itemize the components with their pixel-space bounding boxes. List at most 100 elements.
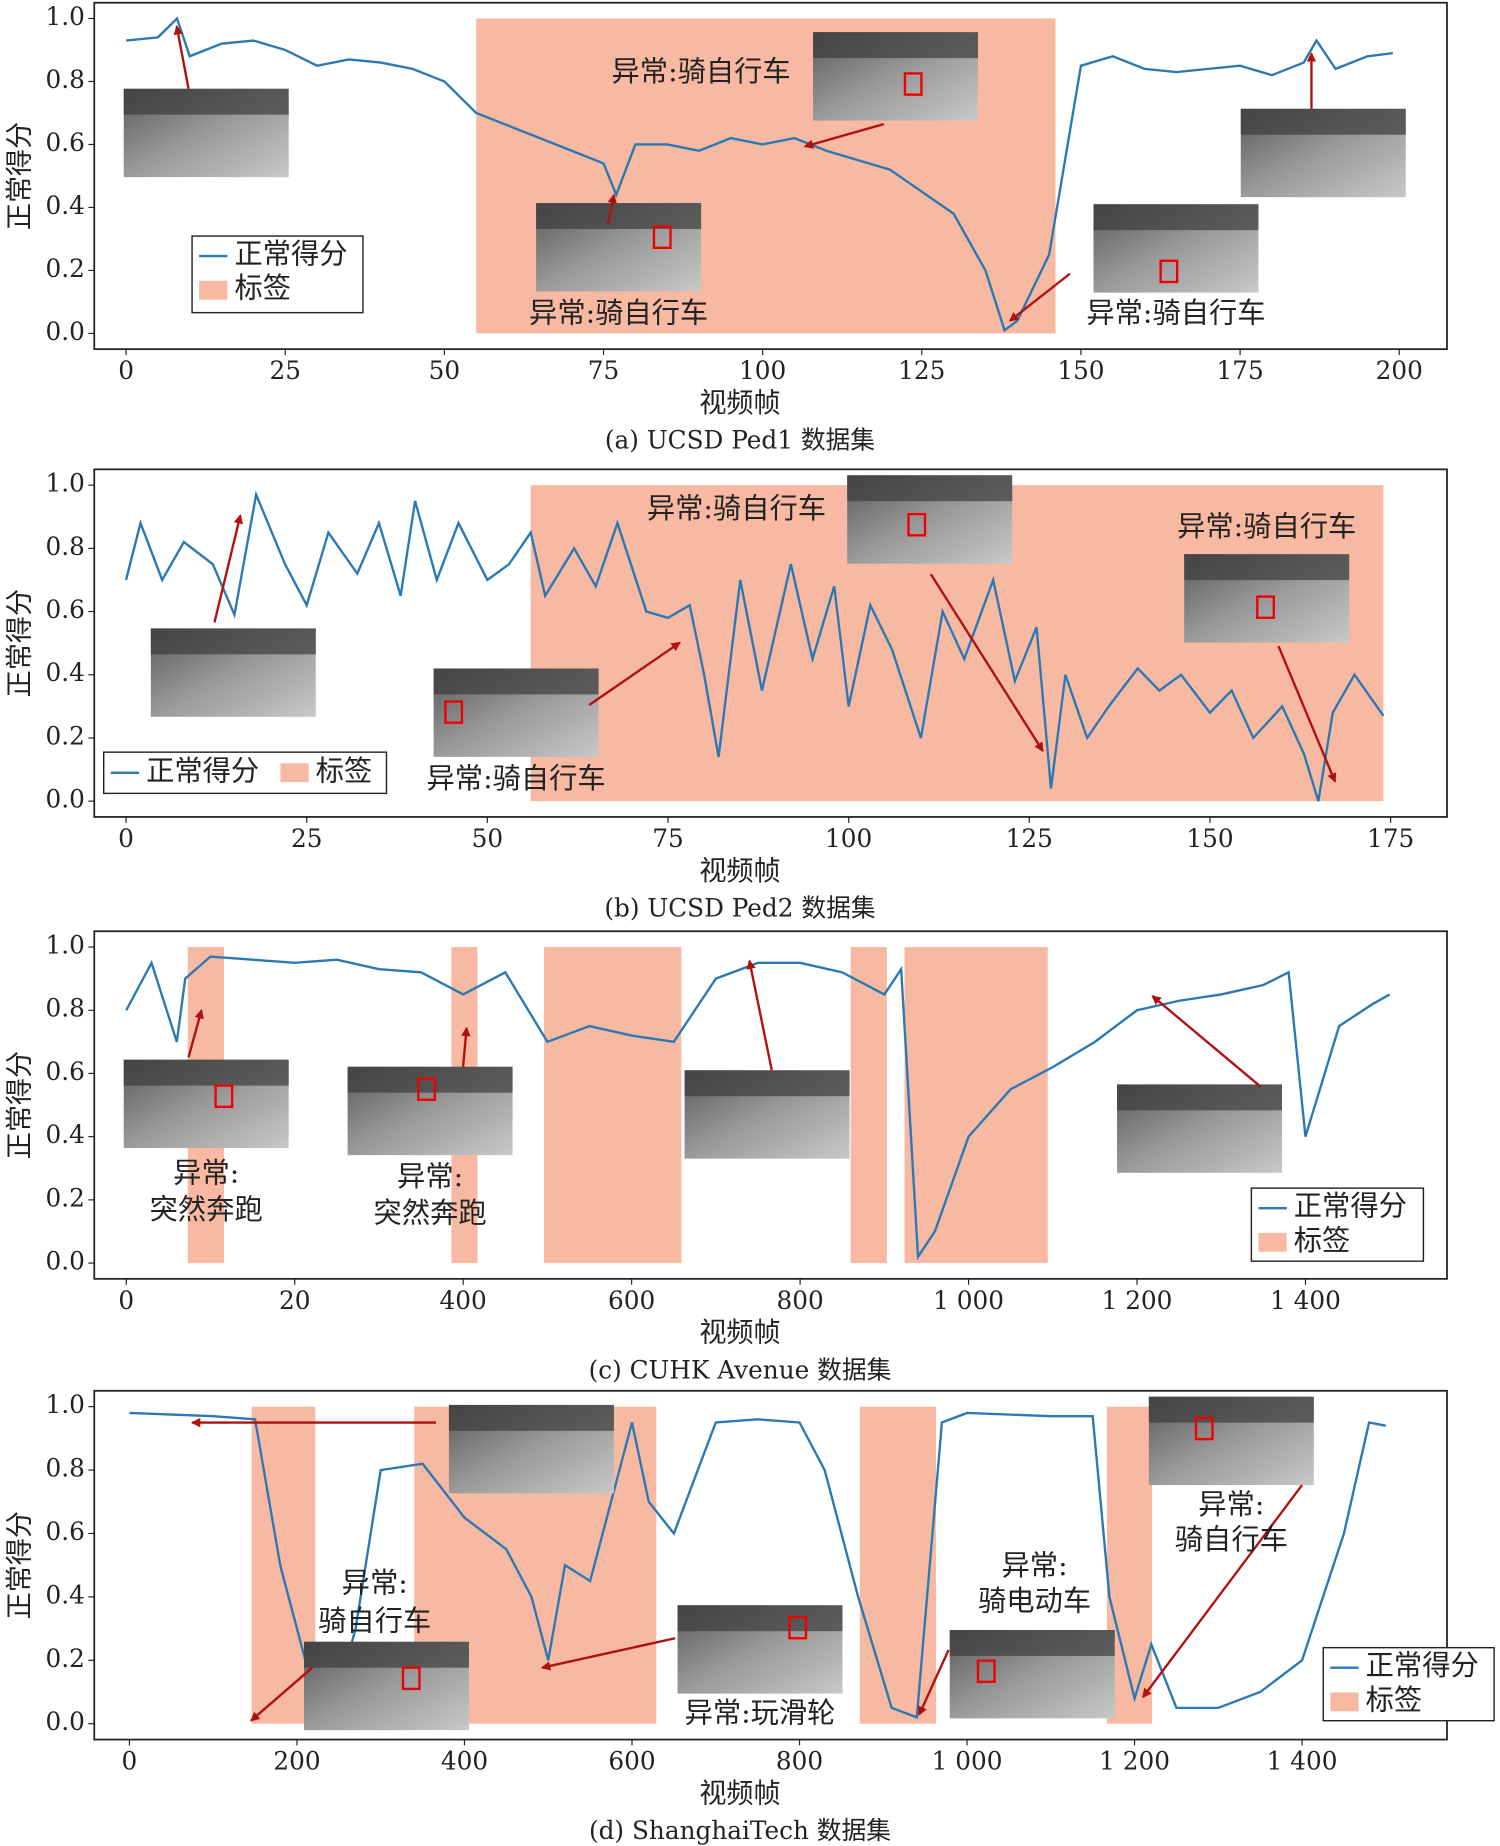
arrow	[540, 1637, 676, 1671]
anomaly-box	[444, 700, 464, 724]
arrow	[606, 193, 617, 225]
plot-frame	[93, 930, 1448, 1280]
y-axis-label: 正常得分	[5, 122, 36, 230]
annotation: 骑自行车	[1175, 1523, 1288, 1556]
x-tick-label: 200	[273, 1747, 320, 1776]
x-axis-label: 视频帧	[699, 1318, 780, 1349]
panel-title: (b) UCSD Ped2 数据集	[604, 894, 875, 923]
thumbnail-shade	[1184, 554, 1350, 581]
arrow	[1151, 995, 1262, 1088]
x-tick-label: 100	[739, 356, 786, 385]
y-tick-label: 0.8	[45, 1454, 84, 1483]
thumbnail-shade	[949, 1629, 1115, 1656]
label-span	[850, 947, 887, 1264]
x-tick-label: 800	[776, 1286, 823, 1315]
x-tick-label: 150	[1186, 824, 1233, 853]
thumbnail-shade	[1148, 1396, 1314, 1423]
legend-swatch	[1330, 1692, 1359, 1712]
score-line	[125, 955, 1391, 1261]
anomaly-box	[1159, 259, 1179, 284]
legend-swatch	[199, 280, 228, 300]
legend-label: 标签	[316, 754, 373, 787]
panel-title: (c) CUHK Avenue 数据集	[589, 1355, 892, 1384]
x-tick-label: 25	[291, 824, 322, 853]
plot-frame	[93, 1, 1448, 351]
x-tick-label: 0	[118, 1286, 134, 1315]
legend-swatch	[280, 763, 309, 783]
thumbnail-shade	[813, 32, 979, 59]
anomaly-box	[401, 1666, 421, 1691]
label-span	[544, 947, 682, 1264]
thumbnail-shade	[684, 1070, 850, 1097]
y-tick-label: 0.4	[45, 1120, 84, 1149]
y-tick-label: 0.6	[45, 1517, 84, 1546]
y-tick-label: 0.6	[45, 1057, 84, 1086]
legend-label: 正常得分	[146, 754, 259, 787]
legend-label: 标签	[234, 272, 291, 305]
anomaly-box	[1256, 595, 1275, 619]
anomaly-box	[1194, 1416, 1214, 1441]
annotation: 异常:玩滑轮	[685, 1696, 836, 1729]
arrow	[1277, 645, 1337, 783]
x-tick-label: 200	[1376, 356, 1423, 385]
anomaly-box	[907, 512, 927, 537]
y-tick-label: 0.6	[45, 128, 84, 157]
annotation: 异常:骑自行车	[647, 492, 826, 525]
x-tick-label: 75	[652, 824, 683, 853]
y-tick-label: 1.0	[45, 1390, 84, 1419]
annotation: 骑自行车	[318, 1604, 431, 1637]
x-tick-label: 50	[429, 356, 460, 385]
x-tick-label: 50	[472, 824, 503, 853]
y-tick-label: 0.8	[45, 65, 84, 94]
thumbnail-shade	[448, 1404, 614, 1431]
x-tick-label: 150	[1057, 356, 1104, 385]
thumbnail-shade	[123, 1059, 289, 1086]
x-tick-label: 125	[898, 356, 945, 385]
y-tick-label: 0.2	[45, 254, 84, 283]
arrow	[746, 959, 773, 1071]
legend-label: 正常得分	[1294, 1190, 1407, 1223]
thumbnail-shade	[123, 88, 289, 115]
legend-box	[191, 235, 364, 314]
score-line	[125, 16, 1394, 333]
anomaly-box	[652, 225, 672, 250]
annotation: 异常:骑自行车	[1086, 296, 1265, 329]
legend-label: 正常得分	[234, 238, 347, 271]
thumbnail-shade	[536, 203, 702, 229]
x-tick-label: 800	[776, 1747, 823, 1776]
y-tick-label: 0.2	[45, 1183, 84, 1212]
x-tick-label: 125	[1006, 824, 1053, 853]
annotation: 异常:骑自行车	[529, 296, 708, 329]
thumbnail-shade	[847, 475, 1013, 502]
x-tick-label: 1 000	[933, 1286, 1004, 1315]
annotation: 异常:	[397, 1160, 463, 1193]
y-tick-label: 0.6	[45, 595, 84, 624]
x-tick-label: 400	[441, 1747, 488, 1776]
annotation: 异常:	[173, 1157, 239, 1190]
annotation: 异常:	[1002, 1549, 1068, 1582]
arrow	[250, 1666, 314, 1722]
x-tick-label: 175	[1367, 824, 1414, 853]
label-span	[859, 1406, 937, 1724]
y-axis-label: 正常得分	[5, 1051, 36, 1159]
y-tick-label: 0.4	[45, 1580, 84, 1609]
anomaly-box	[903, 72, 923, 96]
x-tick-label: 175	[1216, 356, 1263, 385]
x-tick-label: 400	[440, 1286, 487, 1315]
x-tick-label: 100	[825, 824, 872, 853]
y-tick-label: 0.2	[45, 721, 84, 750]
x-axis-label: 视频帧	[699, 388, 780, 419]
panel-title: (d) ShanghaiTech 数据集	[589, 1816, 891, 1845]
x-tick-label: 600	[608, 1747, 655, 1776]
score-line	[124, 490, 1385, 802]
y-axis-label: 正常得分	[5, 589, 36, 697]
y-tick-label: 0.0	[45, 785, 84, 814]
thumbnail-shade	[677, 1605, 843, 1632]
legend-label: 正常得分	[1366, 1649, 1479, 1682]
x-tick-label: 1 400	[1267, 1747, 1338, 1776]
thumbnail-shade	[433, 668, 599, 695]
x-tick-label: 0	[122, 1747, 138, 1776]
x-tick-label: 25	[269, 356, 300, 385]
anomaly-box	[976, 1659, 996, 1684]
